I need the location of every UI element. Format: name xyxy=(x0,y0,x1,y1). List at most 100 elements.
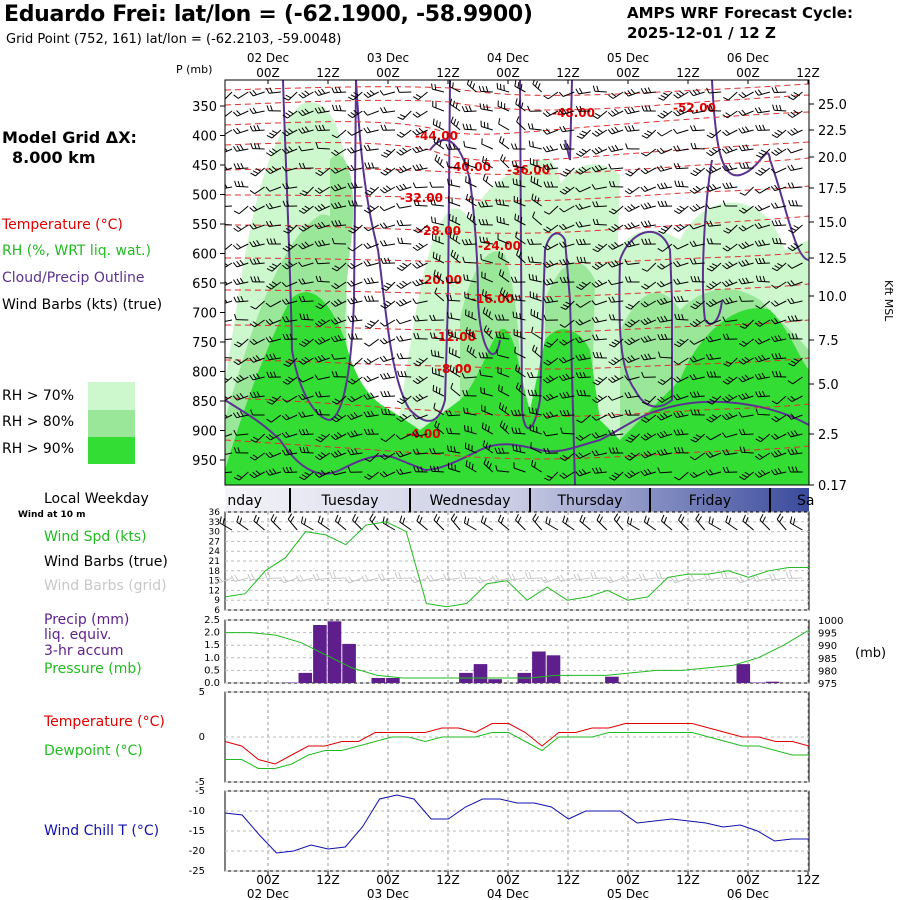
wind-barb-feather xyxy=(429,332,433,339)
wind-barb xyxy=(462,577,477,579)
wind-barb xyxy=(644,521,657,531)
wind-barb-feather xyxy=(692,187,698,193)
wind-barb-feather xyxy=(706,267,713,272)
wind-barb-feather xyxy=(337,201,342,208)
wind-barb-feather xyxy=(232,244,238,250)
wind-barb-feather xyxy=(252,321,258,326)
wind-barb-feather xyxy=(301,92,307,97)
precip-tick: 1.5 xyxy=(204,640,220,651)
wind-barb xyxy=(564,186,575,195)
wind-barb xyxy=(449,352,461,359)
wind-barb xyxy=(531,465,542,473)
wind-barb-feather xyxy=(488,330,492,336)
wind-barb xyxy=(417,376,428,385)
wind-barb-feather xyxy=(545,244,551,249)
wind-barb-feather xyxy=(562,188,568,193)
wind-barb-feather xyxy=(761,372,766,379)
wind-barb-feather xyxy=(432,118,435,125)
wind-barb-feather xyxy=(482,219,485,225)
wind-barb-feather xyxy=(415,262,421,268)
wind-barb-feather xyxy=(592,381,599,386)
wind-barb-feather xyxy=(233,447,237,453)
wind-barb-feather xyxy=(385,149,392,153)
contour-label: -44.00 xyxy=(415,129,458,143)
wind-barb-feather xyxy=(250,409,254,416)
wind-barb xyxy=(353,224,363,234)
wind-barb-feather xyxy=(314,357,319,363)
wind-barb-feather xyxy=(627,303,634,308)
wind-speed-label: Wind Spd (kts) xyxy=(44,529,147,545)
wind-barb xyxy=(236,167,249,170)
wind-barb-feather xyxy=(380,124,384,131)
bottom-time-tick: 12Z xyxy=(676,873,700,887)
wind-barb xyxy=(335,281,347,290)
wind-barb-feather xyxy=(630,204,636,209)
contour-label: -4.00 xyxy=(406,427,441,441)
wind-barb-feather xyxy=(269,87,273,94)
wind-barb-feather xyxy=(626,516,630,524)
wind-barb-feather xyxy=(694,142,697,149)
wind-barb-feather xyxy=(578,452,584,458)
pressure-line xyxy=(225,629,810,679)
wind-barb-feather xyxy=(788,466,791,473)
wind-barb-feather xyxy=(450,513,456,520)
wind-barb-feather xyxy=(542,262,548,268)
wind-barb-feather xyxy=(306,313,309,320)
wind-barb-feather xyxy=(318,436,324,441)
wind-speed-tick: 36 xyxy=(209,508,221,518)
pressure-tick: 975 xyxy=(818,679,837,690)
wind-barb-feather xyxy=(725,378,731,383)
wind-barb xyxy=(774,319,787,325)
wind-barb-feather xyxy=(641,135,648,139)
wind-barb-feather xyxy=(542,280,547,286)
wind-barb-feather xyxy=(436,516,440,523)
wind-barb xyxy=(399,471,412,475)
wind-barb-feather xyxy=(396,151,402,156)
wind-barb xyxy=(464,128,477,131)
wind-barb xyxy=(532,83,543,93)
wind-barb-feather xyxy=(439,121,441,128)
pressure-tick: 500 xyxy=(192,189,217,204)
wind-barb-feather xyxy=(742,144,746,151)
wind-barb-feather xyxy=(575,204,580,210)
wind-barb-feather xyxy=(270,513,275,521)
wind-barb-feather xyxy=(257,143,261,149)
wind-barb-feather xyxy=(591,149,597,155)
wind-barb-feather xyxy=(597,243,604,248)
wind-barb xyxy=(594,338,607,341)
wind-barb-feather xyxy=(777,334,782,341)
wind-barb-feather xyxy=(249,241,254,247)
wind-barb-feather xyxy=(736,577,741,584)
wind-barb-feather xyxy=(755,438,761,443)
wind-barb xyxy=(758,91,771,96)
wind-barb xyxy=(677,376,689,383)
wind-barb-feather xyxy=(225,267,226,268)
wind-barb-feather xyxy=(298,209,305,214)
wind-barb-feather xyxy=(466,274,469,281)
wind-barb xyxy=(499,141,510,150)
wind-barb-feather xyxy=(705,435,711,441)
wind-barb xyxy=(581,414,591,424)
wind-barb-feather xyxy=(366,242,372,248)
wind-barb-feather xyxy=(528,140,531,147)
wind-barb-feather xyxy=(680,428,684,435)
wind-barb xyxy=(692,129,705,132)
wind-barb-feather xyxy=(412,298,417,304)
wind-barb-feather xyxy=(348,363,354,367)
wind-barb-feather xyxy=(225,133,226,135)
wind-barb-feather xyxy=(769,573,773,581)
wind-barb xyxy=(660,433,673,439)
wind-barb-feather xyxy=(759,275,762,282)
wind-barb-feather xyxy=(787,431,792,438)
wind-barb xyxy=(516,254,526,264)
wind-barb-feather xyxy=(255,470,261,475)
wind-barb xyxy=(644,452,657,459)
wind-barb-feather xyxy=(415,395,421,401)
wind-barb xyxy=(791,148,803,154)
wind-barb xyxy=(645,433,657,441)
wind-barb xyxy=(708,522,722,531)
wind-barb-feather xyxy=(739,192,746,196)
wind-barb xyxy=(609,577,624,584)
wind-barb-feather xyxy=(774,433,779,439)
